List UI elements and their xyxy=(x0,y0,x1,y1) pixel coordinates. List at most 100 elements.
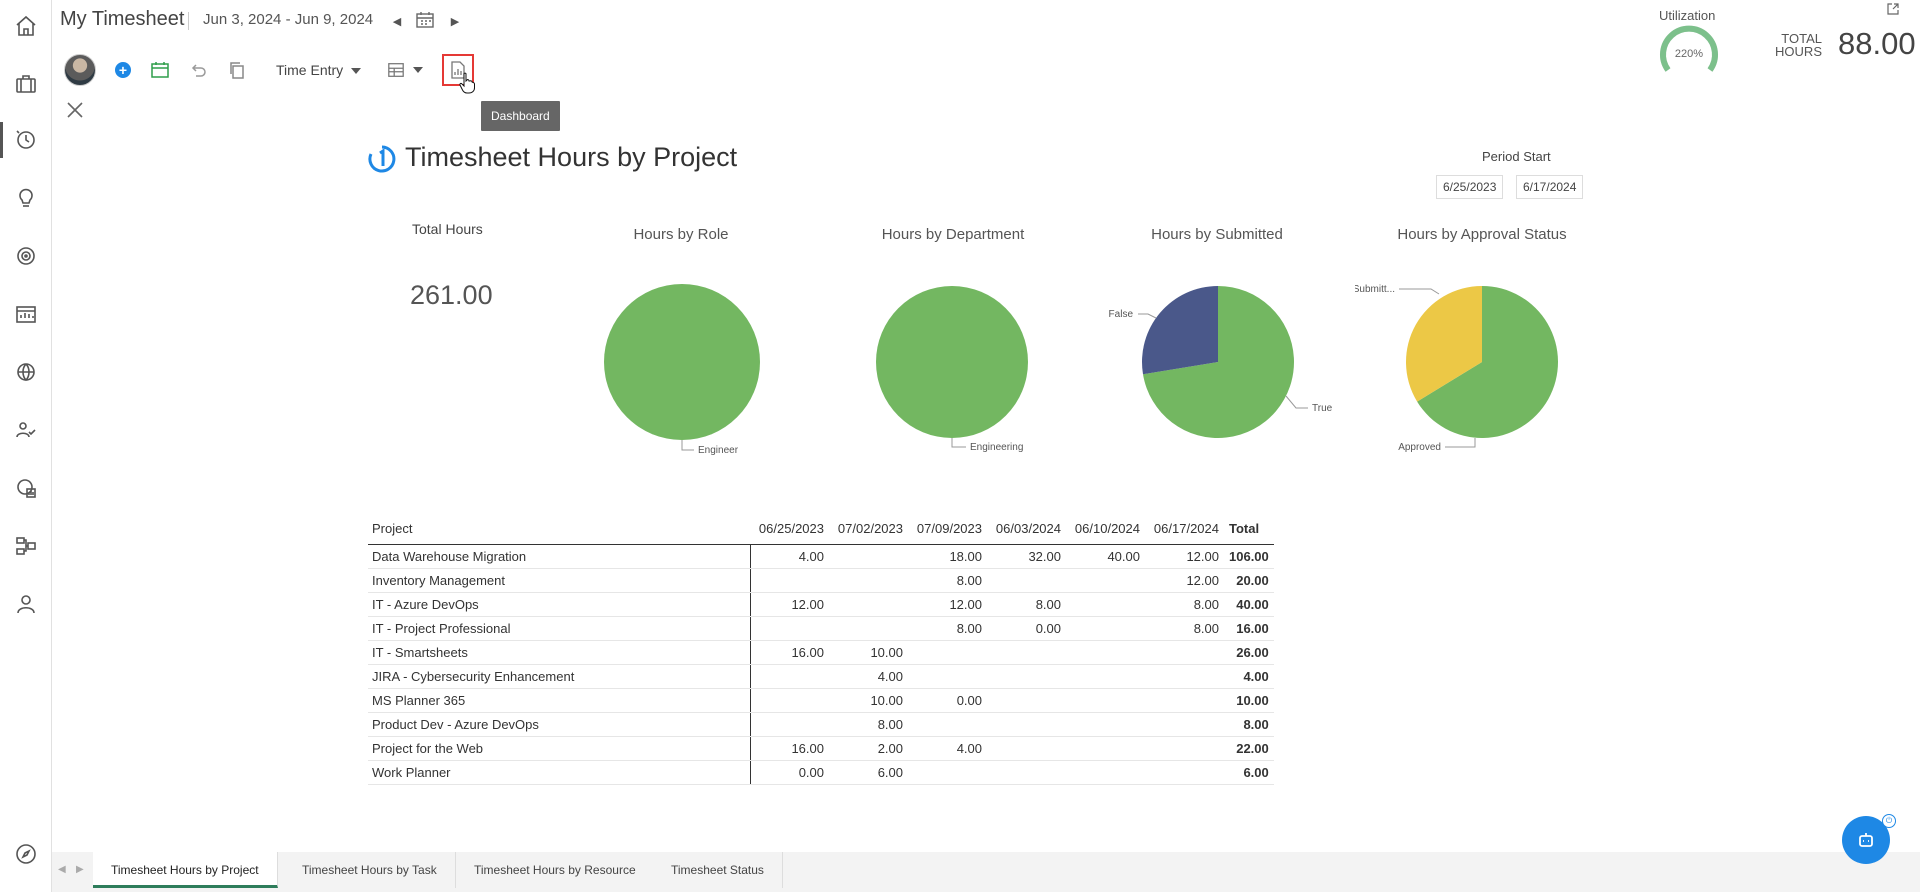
column-header[interactable]: Project xyxy=(368,514,750,545)
hours-cell: 0.00 xyxy=(987,616,1066,641)
nav-global[interactable] xyxy=(0,350,52,394)
chevron-down-icon xyxy=(413,67,423,73)
column-header[interactable]: 07/09/2023 xyxy=(908,514,987,545)
table-row[interactable]: IT - Project Professional 8.00 0.00 8.00 16.… xyxy=(368,616,1274,641)
hours-cell: 16.00 xyxy=(750,640,829,665)
nav-ideas[interactable] xyxy=(0,176,52,220)
close-button[interactable] xyxy=(65,100,85,120)
utilization-label: Utilization xyxy=(1659,8,1716,23)
analytics-icon xyxy=(17,479,36,498)
hours-cell: 8.00 xyxy=(908,568,987,593)
column-header[interactable]: 06/03/2024 xyxy=(987,514,1066,545)
column-header[interactable]: 06/17/2024 xyxy=(1145,514,1224,545)
pie-slice-true[interactable] xyxy=(1143,286,1294,438)
hours-cell xyxy=(829,544,908,569)
period-to-input[interactable]: 6/17/2024 xyxy=(1516,175,1584,199)
hours-by-project-table: Project 06/25/2023 07/02/2023 07/09/2023… xyxy=(368,514,1274,785)
project-name-cell: Inventory Management xyxy=(368,568,751,593)
total-hours-card-label: Total Hours xyxy=(412,221,483,237)
hours-cell xyxy=(987,568,1066,593)
hours-cell xyxy=(987,712,1066,737)
nav-hierarchy[interactable] xyxy=(0,524,52,568)
nav-resources[interactable] xyxy=(0,408,52,452)
add-button[interactable]: + xyxy=(115,62,131,78)
schedule-button[interactable] xyxy=(150,60,170,80)
avatar[interactable] xyxy=(64,54,96,86)
column-header[interactable]: 06/10/2024 xyxy=(1066,514,1145,545)
report-title: Timesheet Hours by Project xyxy=(405,142,738,172)
total-cell: 20.00 xyxy=(1224,568,1274,593)
hours-cell xyxy=(987,760,1066,785)
pie-chart-department: Engineering xyxy=(876,286,1028,453)
table-row[interactable]: MS Planner 365 10.00 0.00 10.00 xyxy=(368,688,1274,713)
dashboard-button[interactable] xyxy=(442,54,474,86)
undo-button[interactable] xyxy=(188,60,208,80)
hours-cell xyxy=(1066,640,1145,665)
hours-cell xyxy=(908,664,987,689)
lightbulb-icon xyxy=(19,188,33,207)
hours-cell xyxy=(1145,736,1224,761)
tab-scroll-right[interactable]: ▶ xyxy=(76,864,84,875)
table-row[interactable]: JIRA - Cybersecurity Enhancement 4.00 4.00 xyxy=(368,664,1274,689)
expand-icon[interactable] xyxy=(1886,2,1900,16)
hours-cell: 18.00 xyxy=(908,544,987,569)
pie-slice-not-submitt[interactable] xyxy=(1406,286,1482,402)
column-header[interactable]: Total xyxy=(1224,514,1274,545)
pie-leader-line xyxy=(1138,313,1157,319)
tab-timesheet-status[interactable]: Timesheet Status xyxy=(653,852,783,888)
table-row[interactable]: Data Warehouse Migration 4.00 18.00 32.00 40… xyxy=(368,544,1274,569)
nav-explore[interactable] xyxy=(0,832,52,876)
calendar-button[interactable] xyxy=(415,10,435,30)
table-row[interactable]: Product Dev - Azure DevOps 8.00 8.00 xyxy=(368,712,1274,737)
nav-projects[interactable] xyxy=(0,62,52,106)
people-icon xyxy=(16,422,36,438)
next-period-button[interactable]: ▶ xyxy=(448,14,462,28)
hours-cell: 8.00 xyxy=(829,712,908,737)
pie-data-label: Approved xyxy=(1398,442,1441,453)
tab-hours-by-task[interactable]: Timesheet Hours by Task xyxy=(284,852,456,888)
hours-cell xyxy=(750,688,829,713)
nav-analytics[interactable] xyxy=(0,466,52,510)
table-header-row: Project 06/25/2023 07/02/2023 07/09/2023… xyxy=(368,514,1274,545)
tab-hours-by-project[interactable]: Timesheet Hours by Project xyxy=(93,852,278,888)
nav-home[interactable] xyxy=(0,4,52,48)
total-cell: 40.00 xyxy=(1224,592,1274,617)
left-nav-rail xyxy=(0,0,52,892)
pie-leader-line xyxy=(1285,395,1308,409)
column-header[interactable]: 06/25/2023 xyxy=(750,514,829,545)
total-cell: 6.00 xyxy=(1224,760,1274,785)
pie-slice-engineering[interactable] xyxy=(876,286,1028,438)
nav-reports[interactable] xyxy=(0,292,52,336)
table-row[interactable]: Work Planner 0.00 6.00 6.00 xyxy=(368,760,1274,785)
assistant-bot-button[interactable] xyxy=(1842,816,1890,864)
pie-slice-engineer[interactable] xyxy=(604,284,760,440)
table-row[interactable]: IT - Smartsheets 16.00 10.00 26.00 xyxy=(368,640,1274,665)
home-icon xyxy=(16,15,36,36)
report-logo-icon xyxy=(368,145,396,173)
nav-goals[interactable] xyxy=(0,234,52,278)
hours-cell: 8.00 xyxy=(987,592,1066,617)
copy-button[interactable] xyxy=(227,60,247,80)
hours-cell: 12.00 xyxy=(1145,544,1224,569)
table-row[interactable]: IT - Azure DevOps 12.00 12.00 8.00 8.00 40.00 xyxy=(368,592,1274,617)
pie-slice-approved[interactable] xyxy=(1417,286,1558,438)
tab-hours-by-resource[interactable]: Timesheet Hours by Resource xyxy=(456,852,655,888)
tab-scroll-left[interactable]: ◀ xyxy=(58,864,66,875)
pie-chart-role: Engineer xyxy=(604,284,760,456)
column-header[interactable]: 07/02/2023 xyxy=(829,514,908,545)
nav-timesheet[interactable] xyxy=(0,118,52,162)
period-from-input[interactable]: 6/25/2023 xyxy=(1436,175,1504,199)
project-name-cell: IT - Smartsheets xyxy=(368,640,751,665)
previous-period-button[interactable]: ◀ xyxy=(390,14,404,28)
total-hours-value: 88.00 xyxy=(1838,26,1916,61)
view-layout-dropdown[interactable] xyxy=(387,60,423,80)
hours-cell xyxy=(1066,616,1145,641)
briefcase-icon xyxy=(16,75,36,93)
table-row[interactable]: Project for the Web 16.00 2.00 4.00 22.00 xyxy=(368,736,1274,761)
project-name-cell: JIRA - Cybersecurity Enhancement xyxy=(368,664,751,689)
pie-slice-false[interactable] xyxy=(1142,286,1218,375)
hours-cell xyxy=(908,760,987,785)
table-row[interactable]: Inventory Management 8.00 12.00 20.00 xyxy=(368,568,1274,593)
nav-profile[interactable] xyxy=(0,582,52,626)
time-entry-dropdown[interactable]: Time Entry xyxy=(276,62,362,78)
